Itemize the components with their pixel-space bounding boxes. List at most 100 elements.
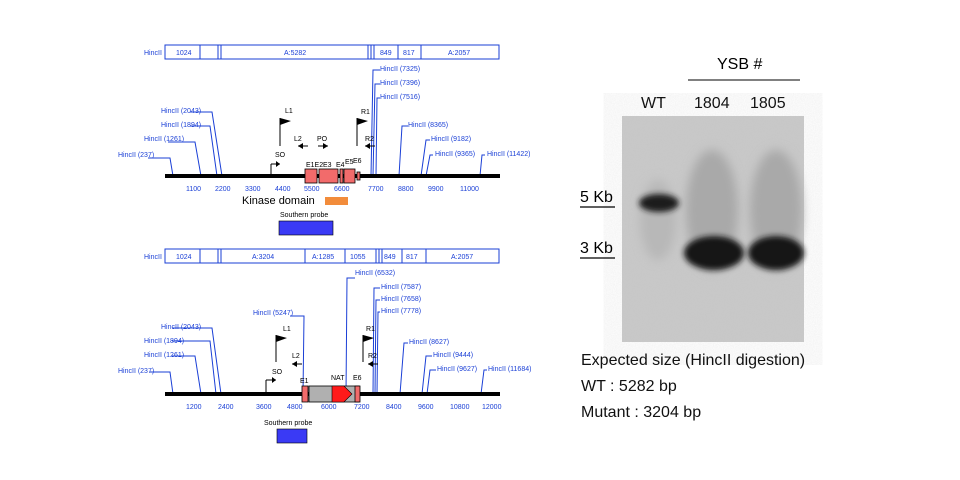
- exon-label: E1E2: [306, 162, 323, 169]
- primer-l2-label: L2: [294, 136, 302, 143]
- primer-r1-label: R1: [366, 326, 375, 333]
- mutant-site-lines: [150, 277, 487, 395]
- wt-tick-label: 2200: [215, 186, 231, 193]
- wt-site-label: HincII (8365): [408, 122, 448, 129]
- exon-label: E1: [300, 378, 309, 385]
- mutant-header-seg-7: A:2057: [451, 254, 473, 261]
- arrow-icon: [318, 143, 328, 149]
- arrow-icon: [270, 161, 280, 174]
- exon-label: E3: [323, 162, 332, 169]
- arrow-icon: [292, 361, 302, 367]
- wt-tick-label: 6600: [334, 186, 350, 193]
- flag-icon: [362, 335, 374, 362]
- primer-r1-label: R1: [361, 109, 370, 116]
- wt-header-seg-5: A:2057: [448, 50, 470, 57]
- arrow-icon: [368, 361, 378, 367]
- mutant-header-bar: HincII 1024 A:3204 A:1285 1055 849 817 A…: [144, 248, 500, 264]
- mutant-site-label: HincII (7778): [381, 308, 421, 315]
- mutant-site-label: HincII (6532): [355, 270, 395, 277]
- mutant-header-seg-1: 1024: [176, 254, 192, 261]
- mutant-tick-label: 1200: [186, 404, 202, 411]
- wt-header-seg-2: A:5282: [284, 50, 306, 57]
- mutant-site-label: HincII (9444): [433, 352, 473, 359]
- flag-icon: [356, 118, 368, 146]
- mutant-site-label: HincII (2043): [161, 324, 201, 331]
- flag-icon: [279, 118, 291, 146]
- wt-tick-label: 9900: [428, 186, 444, 193]
- mutant-site-label: HincII (1894): [144, 338, 184, 345]
- wt-site-label: HincII (7325): [380, 66, 420, 73]
- mutant-tick-label: 8400: [386, 404, 402, 411]
- exon-label: E6: [353, 375, 362, 382]
- mutant-probe-label: Southern probe: [264, 420, 312, 427]
- wt-primers: L1 L2 SO PO R1: [270, 108, 375, 174]
- arrow-icon: [265, 377, 276, 392]
- wt-tick-label: 3300: [245, 186, 261, 193]
- caption-line-1: Expected size (HincII digestion): [581, 352, 806, 369]
- wt-site-label: HincII (11422): [487, 151, 530, 158]
- arrow-icon: [298, 143, 308, 149]
- caption-line-3: Mutant : 3204 bp: [581, 404, 702, 421]
- primer-l1-label: L1: [285, 108, 293, 115]
- mutant-header-seg-2: A:3204: [252, 254, 274, 261]
- mutant-map: HincII 1024 A:3204 A:1285 1055 849 817 A…: [118, 248, 531, 444]
- band-1804-3kb: [684, 236, 744, 270]
- wt-site-label: HincII (9182): [431, 136, 471, 143]
- mutant-tick-label: 12000: [482, 404, 502, 411]
- nat-arrow-icon: [331, 385, 353, 403]
- mutant-cassette: E1 NAT E6: [300, 375, 362, 403]
- mutant-primers: L1 L2 SO R1 R2: [265, 326, 378, 392]
- exon-label: E5: [345, 159, 354, 166]
- marker-5kb: 5 Kb: [580, 189, 613, 206]
- wt-axis: 1100 2200 3300 4400 5500 6600 7700 8800 …: [186, 186, 479, 193]
- kinase-domain-bar: [325, 197, 348, 205]
- mutant-tick-label: 9600: [418, 404, 434, 411]
- wt-site-labels: HincII (237) HincII (1261) HincII (1894)…: [118, 66, 530, 159]
- mutant-header-seg-3: A:1285: [312, 254, 334, 261]
- wt-site-lines: [148, 69, 485, 177]
- wt-tick-label: 7700: [368, 186, 384, 193]
- mutant-tick-label: 10800: [450, 404, 470, 411]
- mutant-tick-label: 4800: [287, 404, 303, 411]
- band-wt-5kb: [639, 194, 679, 212]
- wt-site-label: HincII (1261): [144, 136, 184, 143]
- mutant-axis: 1200 2400 3600 4800 6000 7200 8400 9600 …: [186, 404, 502, 411]
- lane-label-wt: WT: [641, 95, 666, 112]
- band-1805-3kb: [748, 236, 804, 270]
- mutant-site-label: HincII (7587): [381, 284, 421, 291]
- flag-icon: [275, 335, 287, 362]
- wt-site-label: HincII (2043): [161, 108, 201, 115]
- wt-site-label: HincII (1894): [161, 122, 201, 129]
- lane-label-1805: 1805: [750, 95, 786, 112]
- wt-header-seg-1: 1024: [176, 50, 192, 57]
- wt-map: HincII 1024 A:5282 849 817 A:2057 HincII…: [118, 44, 530, 236]
- wt-tick-label: 11000: [460, 186, 479, 193]
- primer-r2-label: R2: [365, 136, 374, 143]
- primer-l2-label: L2: [292, 353, 300, 360]
- wt-site-label: HincII (7516): [380, 94, 420, 101]
- primer-so-label: SO: [275, 152, 286, 159]
- mutant-header-seg-4: 1055: [350, 254, 366, 261]
- primer-r2-label: R2: [368, 353, 377, 360]
- mutant-site-labels: HincII (237) HincII (1261) HincII (1894)…: [118, 270, 531, 375]
- arrow-icon: [365, 143, 375, 149]
- wt-header-seg-3: 849: [380, 50, 392, 57]
- southern-blot: YSB # WT 1804 1805 5 Kb 3 Kb: [580, 56, 804, 342]
- mutant-site-label: HincII (5247): [253, 310, 293, 317]
- mutant-tick-label: 7200: [354, 404, 370, 411]
- wt-tick-label: 1100: [186, 186, 201, 193]
- nat-label: NAT: [331, 375, 345, 382]
- ysb-group-label: YSB #: [717, 56, 762, 73]
- wt-exons: E1E2 E3 E4 E5 E6: [304, 158, 362, 184]
- exon-label: E4: [336, 162, 345, 169]
- mutant-site-label: HincII (9627): [437, 366, 477, 373]
- mutant-header-seg-6: 817: [406, 254, 418, 261]
- wt-probe-label: Southern probe: [280, 212, 328, 219]
- wt-tick-label: 8800: [398, 186, 414, 193]
- primer-l1-label: L1: [283, 326, 291, 333]
- mutant-header-seg-5: 849: [384, 254, 396, 261]
- wt-site-label: HincII (9365): [435, 151, 475, 158]
- mutant-site-label: HincII (7658): [381, 296, 421, 303]
- wt-southern-probe: [278, 220, 334, 236]
- mutant-site-label: HincII (11684): [488, 366, 531, 373]
